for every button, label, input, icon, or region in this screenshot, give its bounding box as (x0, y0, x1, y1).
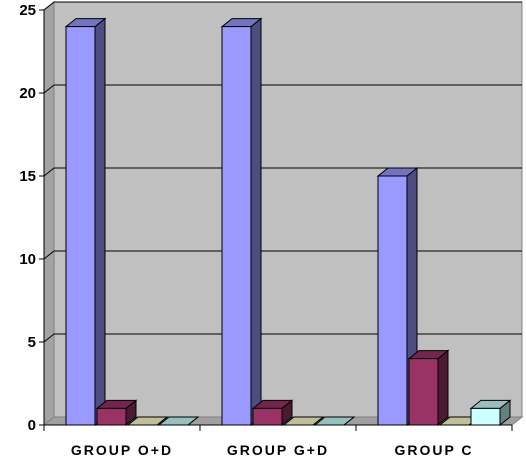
bar-top (313, 416, 356, 426)
bars (64, 17, 512, 427)
bar-top (126, 416, 169, 426)
bar (126, 416, 169, 426)
x-category-label: GROUP C (394, 442, 473, 458)
x-category-label: GROUP G+D (227, 442, 329, 458)
bar (282, 416, 325, 426)
gridlines (43, 1, 522, 343)
bar (469, 399, 512, 427)
gridline (43, 167, 522, 177)
bar-top (282, 416, 325, 426)
gridline (43, 333, 522, 343)
side-wall (43, 0, 55, 427)
bar-front (470, 407, 501, 426)
gridline (43, 250, 522, 260)
y-tick-label: 5 (28, 334, 36, 351)
bar-front (96, 407, 127, 426)
bar (220, 17, 263, 427)
bar-top (157, 416, 200, 426)
x-category-label: GROUP O+D (71, 442, 173, 458)
bar (95, 399, 138, 427)
x-category-labels: GROUP O+D GROUP G+D GROUP C (71, 442, 473, 458)
plot-wall (42, 0, 524, 427)
y-tick-label: 10 (19, 251, 36, 268)
bar (64, 17, 107, 427)
bar (407, 349, 450, 427)
back-wall (53, 1, 523, 418)
bar-front (377, 175, 408, 426)
y-tick-label: 20 (19, 85, 36, 102)
bar-side (94, 17, 106, 427)
gridline (43, 1, 522, 11)
y-tick-label: 25 (19, 2, 36, 19)
bar-side (437, 349, 449, 427)
bar-front (65, 26, 96, 426)
bar-side (250, 17, 262, 427)
bar-front (252, 407, 283, 426)
gridline (43, 84, 522, 94)
y-tick-labels: 0 5 10 15 20 25 (19, 2, 36, 434)
y-tick-label: 15 (19, 168, 36, 185)
bar (157, 416, 200, 426)
bar (313, 416, 356, 426)
bar-front (408, 358, 439, 426)
bar-front (221, 26, 252, 426)
y-tick-label: 0 (28, 417, 36, 434)
bar (251, 399, 294, 427)
